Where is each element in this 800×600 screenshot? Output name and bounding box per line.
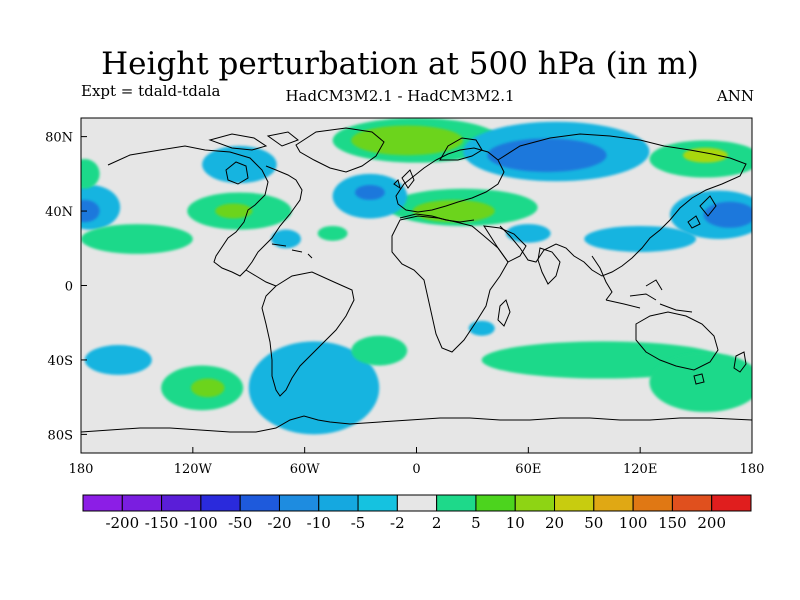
lon-tick-label: 60W [290,462,321,477]
anomaly-north-america-high-core [215,203,253,219]
lon-tick-label: 180 [69,462,94,477]
colorbar-swatch [318,494,359,512]
lat-tick-label: 0 [65,280,73,295]
anomaly-south-pacific-high-core [190,378,225,398]
anomaly-south-pacific-low [84,345,152,375]
colorbar-label: -20 [267,514,291,532]
season-label: ANN [716,87,754,105]
map-axes: 180 120W 60W 0 60E 120E 180 80N 40N 0 40S 80S [45,131,764,477]
madagascar-coast [497,299,511,327]
southeast-asia-coast [591,255,613,301]
colorbar-label: 100 [619,514,648,532]
colorbar-swatch [357,494,398,512]
greenland-coast [295,127,385,173]
hudson-bay-coast [225,161,249,185]
central-america-coast [245,269,277,287]
anomaly-mid-atlantic-high [317,225,348,241]
new-zealand-coast [733,351,747,373]
colorbar-swatch [554,494,595,512]
europe-coast [395,147,505,213]
colorbar-swatch [161,494,202,512]
colorbar-swatch [200,494,241,512]
anomaly-indian-ocean-low [468,320,495,336]
colorbar-label: 5 [471,514,481,532]
japan-coast [687,195,717,229]
anomaly-tropical-band-high [81,224,193,254]
anomaly-west-pacific-low-core [81,199,100,223]
colorbar-swatch [593,494,634,512]
lat-tick-label: 80N [45,131,73,146]
canadian-archipelago-coast [208,131,299,151]
colorbar-label: 200 [697,514,726,532]
colorbar-swatch [632,494,673,512]
anomaly-north-atlantic-low-core [354,185,385,200]
anomaly-alaska-high [81,158,100,189]
colorbar-label: -50 [228,514,252,532]
colorbar-swatch [121,494,163,512]
anomaly-arabia-low [505,224,551,243]
colorbar-label: -5 [351,514,366,532]
map-title: Height perturbation at 500 hPa (in m) [101,46,699,82]
colorbar-swatch [82,494,123,512]
experiment-label: Expt = tdald-tdala [81,82,221,100]
lat-tick-label: 40S [48,354,73,369]
lon-tick-label: 60E [515,462,541,477]
south-america-coast [261,271,355,397]
colorbar-swatch [278,494,320,512]
colorbar-swatch [396,494,438,512]
colorbar-label: 50 [584,514,603,532]
colorbar-label: -2 [390,514,405,532]
lon-tick-label: 120W [174,462,213,477]
tasmania-coast [693,373,705,385]
anomaly-canada-low [202,145,277,184]
anomaly-arctic-greenland-high-core [351,125,464,156]
anomaly-north-pacific-low-core [703,201,752,228]
anomaly-east-siberia-high-core [683,147,728,163]
anomaly-east-asia-low [584,225,697,253]
colorbar-label: -100 [184,514,218,532]
british-isles-coast [393,169,415,190]
colorbar-label: 10 [506,514,525,532]
colorbar-label: -150 [145,514,179,532]
anomaly-contours [81,118,752,435]
colorbar-swatch [436,494,477,512]
asia-coast [497,133,747,277]
anomaly-caribbean-low [271,229,301,249]
colorbar-swatch [239,494,280,512]
colorbar-label: -200 [105,514,139,532]
colorbar: -200 -150 -100 -50 -20 -10 -5 -2 2 5 10 20 50 100 150 2… [82,494,752,532]
lon-tick-label: 0 [412,462,420,477]
lon-tick-label: 180 [740,462,765,477]
anomaly-australia-high [649,352,752,413]
india-coast [537,247,561,285]
australia-coast [635,311,719,371]
north-america-coast [107,145,303,277]
colorbar-swatch [475,494,516,512]
lon-tick-label: 120E [623,462,657,477]
anomaly-siberia-low-core [487,138,607,172]
anomaly-south-atlantic-high [351,335,408,366]
lat-tick-label: 80S [48,428,73,443]
colorbar-label: 20 [545,514,564,532]
coastlines [81,127,752,433]
colorbar-swatch [514,494,556,512]
caribbean-islands [271,243,313,259]
anomaly-south-atlantic-low [248,341,380,435]
antarctica-coast [81,415,752,433]
indonesia-coast [605,279,693,313]
colorbar-swatch [671,494,713,512]
colorbar-label: 2 [432,514,442,532]
scandinavia-coast [439,137,483,161]
africa-coast [391,215,509,353]
colorbar-label: -10 [307,514,331,532]
colorbar-label: 150 [658,514,687,532]
lat-tick-label: 40N [45,205,73,220]
model-label: HadCM3M2.1 - HadCM3M2.1 [285,87,515,105]
colorbar-swatch [711,494,752,512]
